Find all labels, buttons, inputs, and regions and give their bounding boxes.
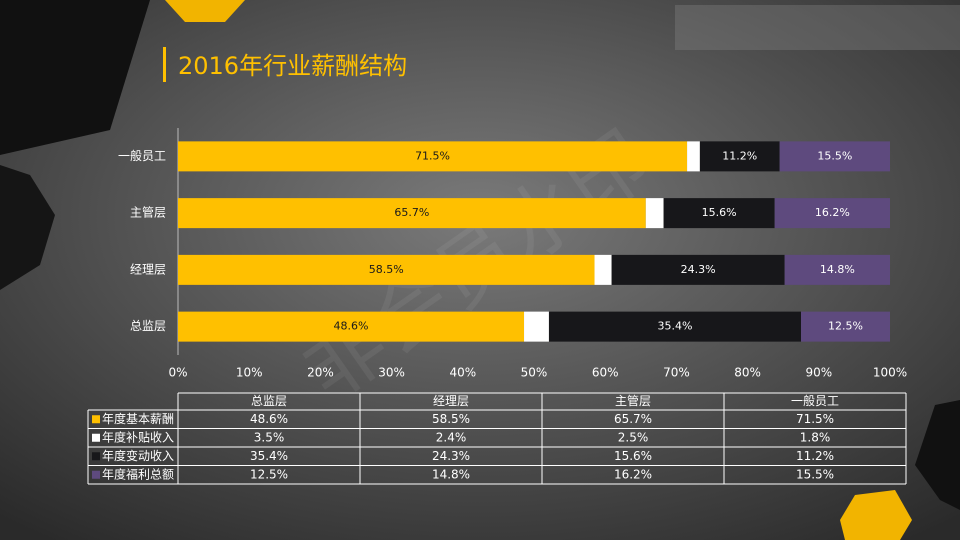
table-cell: 35.4%	[250, 449, 288, 463]
table-header: 一般员工	[791, 393, 839, 408]
table-cell: 71.5%	[796, 412, 834, 426]
y-tick-label: 一般员工	[118, 148, 166, 163]
decor-hexagon	[0, 165, 55, 290]
table-cell: 2.5%	[618, 430, 649, 444]
bar-label: 58.5%	[369, 263, 404, 276]
bar-segment	[784, 254, 890, 285]
legend-swatch	[92, 452, 100, 461]
y-tick-label: 主管层	[130, 205, 166, 220]
bar-segment	[548, 311, 801, 342]
table-cell: 58.5%	[432, 412, 470, 426]
x-tick-label: 0%	[168, 366, 187, 380]
x-tick-label: 70%	[663, 366, 690, 380]
x-tick-label: 30%	[378, 366, 405, 380]
bar-segment	[524, 311, 549, 342]
legend-label: 年度变动收入	[102, 448, 174, 463]
table-cell: 16.2%	[614, 467, 652, 481]
bar-segment	[801, 311, 890, 342]
table-cell: 11.2%	[796, 449, 834, 463]
x-tick-label: 80%	[734, 366, 761, 380]
decor-hexagon	[0, 0, 150, 155]
x-tick-label: 100%	[873, 366, 907, 380]
x-tick-label: 10%	[236, 366, 263, 380]
bar-label: 48.6%	[334, 320, 369, 333]
table-cell: 12.5%	[250, 467, 288, 481]
bar-label: 15.5%	[817, 149, 852, 162]
legend-label: 年度基本薪酬	[102, 411, 174, 426]
bar-segment	[178, 141, 688, 172]
x-tick-label: 90%	[805, 366, 832, 380]
table-cell: 2.4%	[436, 430, 467, 444]
bar-segment	[645, 198, 664, 229]
bar-segment	[699, 141, 780, 172]
table-header: 主管层	[615, 393, 651, 408]
bar-segment	[178, 198, 646, 229]
bar-label: 15.6%	[702, 206, 737, 219]
chart-title: 2016年行业薪酬结构	[178, 52, 407, 80]
table-cell: 14.8%	[432, 467, 470, 481]
x-tick-label: 60%	[592, 366, 619, 380]
legend-swatch	[92, 470, 100, 479]
table-cell: 15.6%	[614, 449, 652, 463]
y-tick-label: 经理层	[130, 262, 166, 276]
table-header: 总监层	[251, 394, 287, 408]
bar-label: 35.4%	[657, 320, 692, 333]
bar-segment	[178, 311, 525, 342]
title-accent	[163, 47, 166, 82]
bar-segment	[779, 141, 890, 172]
x-tick-label: 50%	[521, 366, 548, 380]
bar-segment	[594, 254, 612, 285]
decor-hexagon	[840, 490, 912, 540]
bar-label: 71.5%	[415, 149, 450, 162]
bar-segment	[774, 198, 890, 229]
decor-hexagon	[915, 400, 960, 510]
table-cell: 24.3%	[432, 449, 470, 463]
table-cell: 15.5%	[796, 467, 834, 481]
x-tick-label: 40%	[449, 366, 476, 380]
decor-panel	[675, 5, 960, 50]
y-tick-label: 总监层	[130, 319, 166, 333]
bar-label: 65.7%	[394, 206, 429, 219]
bar-segment	[663, 198, 775, 229]
bar-label: 14.8%	[820, 263, 855, 276]
table-cell: 3.5%	[254, 430, 285, 444]
bar-label: 24.3%	[681, 263, 716, 276]
x-tick-label: 20%	[307, 366, 334, 380]
bar-segment	[178, 254, 595, 285]
decor-hexagon	[165, 0, 245, 22]
table-cell: 1.8%	[800, 430, 831, 444]
legend-swatch	[92, 415, 100, 424]
table-cell: 48.6%	[250, 412, 288, 426]
legend-label: 年度福利总额	[102, 466, 174, 481]
bar-label: 11.2%	[722, 149, 757, 162]
legend-label: 年度补贴收入	[102, 429, 174, 444]
table-header: 经理层	[433, 394, 469, 408]
bar-segment	[611, 254, 785, 285]
legend-swatch	[92, 433, 100, 442]
table-cell: 65.7%	[614, 412, 652, 426]
bar-label: 12.5%	[828, 320, 863, 333]
bar-segment	[687, 141, 700, 172]
bar-label: 16.2%	[815, 206, 850, 219]
